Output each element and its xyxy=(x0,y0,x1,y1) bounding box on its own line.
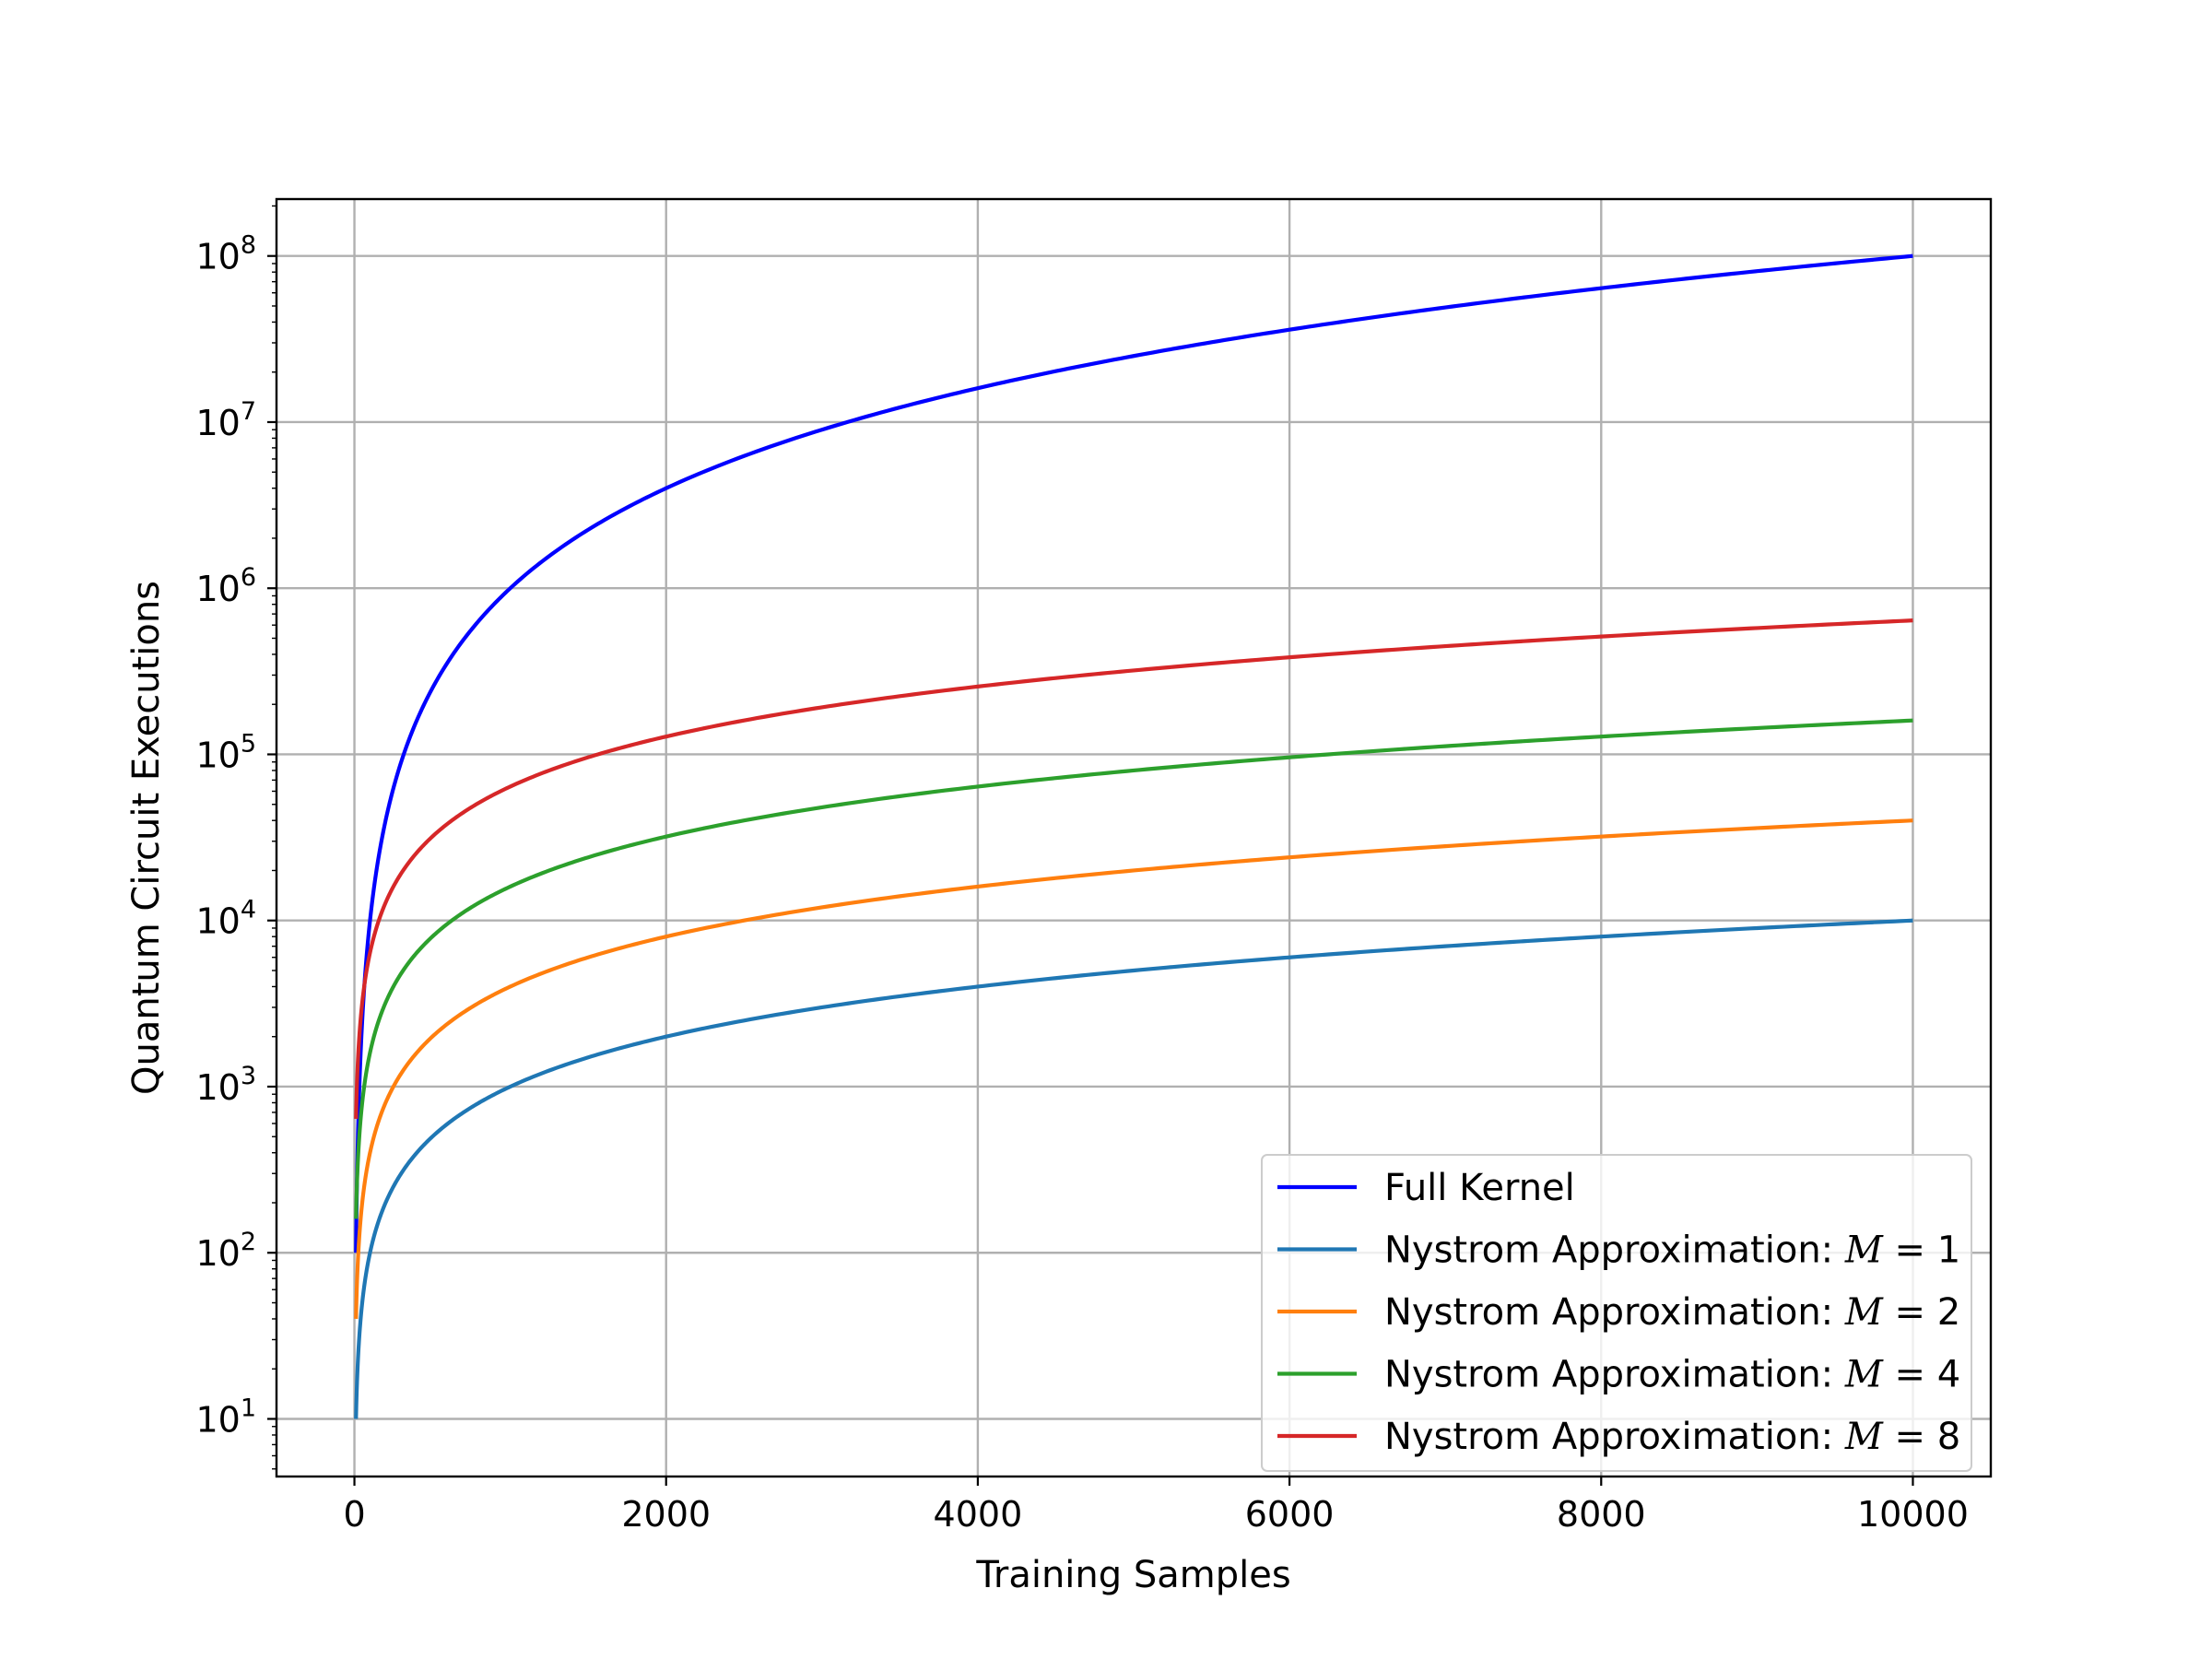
series-line-3 xyxy=(354,718,1913,1219)
legend-box xyxy=(1261,1154,1972,1472)
y-tick-exponent: 5 xyxy=(241,729,256,758)
legend-label-value: = 1 xyxy=(1883,1230,1960,1272)
y-tick-label: 108 xyxy=(195,231,256,277)
legend-label: Nystrom Approximation: M = 1 xyxy=(1384,1230,1960,1272)
x-tick-label: 2000 xyxy=(621,1494,711,1535)
y-tick-label: 106 xyxy=(195,563,256,609)
series-line-2 xyxy=(354,818,1913,1320)
y-tick-base: 10 xyxy=(195,1067,240,1108)
legend-label-value: = 4 xyxy=(1883,1354,1960,1396)
legend-label-value: = 2 xyxy=(1883,1291,1960,1334)
y-tick-label: 107 xyxy=(195,397,256,443)
plot-frame xyxy=(275,197,1993,1478)
legend-label-variable: M xyxy=(1844,1354,1884,1396)
y-tick-base: 10 xyxy=(195,569,240,609)
y-tick-exponent: 1 xyxy=(241,1394,256,1422)
legend-label: Nystrom Approximation: M = 8 xyxy=(1384,1416,1960,1458)
x-tick-label: 4000 xyxy=(934,1494,1023,1535)
y-tick-base: 10 xyxy=(195,237,240,277)
y-tick-exponent: 6 xyxy=(241,563,256,592)
y-tick-exponent: 3 xyxy=(241,1062,256,1090)
legend-label-variable: M xyxy=(1844,1291,1884,1334)
y-axis-label: Quantum Circuit Executions xyxy=(125,581,168,1095)
x-axis-label: Training Samples xyxy=(975,1554,1290,1596)
series-line-0 xyxy=(354,253,1913,1253)
y-tick-exponent: 4 xyxy=(241,896,256,924)
y-tick-base: 10 xyxy=(195,1233,240,1274)
legend-label-value: = 8 xyxy=(1883,1416,1960,1458)
y-tick-label: 105 xyxy=(195,729,256,775)
legend-label-prefix: Nystrom Approximation: xyxy=(1384,1354,1845,1396)
legend-label: Nystrom Approximation: M = 2 xyxy=(1384,1291,1960,1334)
series-line-1 xyxy=(354,918,1913,1419)
series-lines xyxy=(354,253,1913,1419)
y-tick-base: 10 xyxy=(195,901,240,942)
y-tick-base: 10 xyxy=(195,1399,240,1440)
y-tick-base: 10 xyxy=(195,403,240,443)
legend-label-prefix: Nystrom Approximation: xyxy=(1384,1230,1845,1272)
axis-ticks: 0 2000 4000 6000 8000 10000101102103104105106… xyxy=(195,205,1969,1535)
legend-label-variable: M xyxy=(1844,1230,1884,1272)
y-tick-label: 102 xyxy=(195,1228,256,1274)
series-line-4 xyxy=(354,618,1913,1119)
legend-label-prefix: Full Kernel xyxy=(1384,1167,1575,1209)
y-tick-label: 104 xyxy=(195,896,256,942)
legend-label-variable: M xyxy=(1844,1416,1884,1458)
y-tick-exponent: 7 xyxy=(241,397,256,426)
x-tick-label: 10000 xyxy=(1857,1494,1969,1535)
legend-label-prefix: Nystrom Approximation: xyxy=(1384,1291,1845,1334)
legend-label: Nystrom Approximation: M = 4 xyxy=(1384,1354,1960,1396)
y-tick-base: 10 xyxy=(195,735,240,775)
x-tick-label: 8000 xyxy=(1557,1494,1646,1535)
y-tick-label: 103 xyxy=(195,1062,256,1108)
x-tick-label: 0 xyxy=(343,1494,365,1535)
y-tick-label: 101 xyxy=(195,1394,256,1440)
y-tick-exponent: 2 xyxy=(241,1228,256,1256)
x-tick-label: 6000 xyxy=(1245,1494,1335,1535)
y-tick-exponent: 8 xyxy=(241,231,256,260)
legend-label: Full Kernel xyxy=(1384,1167,1575,1209)
legend-label-prefix: Nystrom Approximation: xyxy=(1384,1416,1845,1458)
